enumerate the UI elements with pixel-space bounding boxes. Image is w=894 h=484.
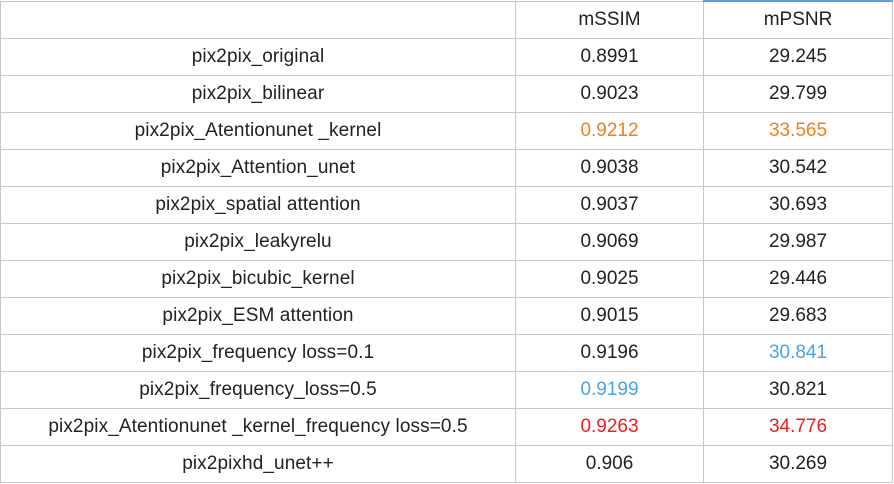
mpsnr-cell[interactable]: 29.987: [703, 223, 893, 261]
mpsnr-cell[interactable]: 30.821: [703, 371, 893, 409]
mpsnr-cell[interactable]: 30.542: [703, 149, 893, 187]
table-row: pix2pix_bicubic_kernel 0.9025 29.446: [0, 260, 893, 298]
mssim-cell[interactable]: 0.9212: [515, 112, 704, 150]
table-row: pix2pix_spatial attention 0.9037 30.693: [0, 186, 893, 224]
header-cell-mssim[interactable]: mSSIM: [515, 0, 704, 39]
table-row: pix2pix_frequency loss=0.1 0.9196 30.841: [0, 334, 893, 372]
mssim-cell[interactable]: 0.9196: [515, 334, 704, 372]
method-name-cell[interactable]: pix2pix_original: [0, 38, 516, 76]
method-name-cell[interactable]: pix2pix_leakyrelu: [0, 223, 516, 261]
method-name-cell[interactable]: pix2pix_frequency_loss=0.5: [0, 371, 516, 409]
method-name-cell[interactable]: pix2pix_ESM attention: [0, 297, 516, 335]
table-row: pix2pix_Atentionunet _kernel 0.9212 33.565: [0, 112, 893, 150]
mssim-cell[interactable]: 0.9069: [515, 223, 704, 261]
table-body: pix2pix_original 0.8991 29.245 pix2pix_bili…: [0, 38, 893, 483]
mpsnr-cell[interactable]: 29.446: [703, 260, 893, 298]
mpsnr-cell[interactable]: 34.776: [703, 408, 893, 446]
mssim-cell[interactable]: 0.9023: [515, 75, 704, 113]
table-row: pix2pix_ESM attention 0.9015 29.683: [0, 297, 893, 335]
mpsnr-cell[interactable]: 30.693: [703, 186, 893, 224]
mpsnr-cell[interactable]: 33.565: [703, 112, 893, 150]
mpsnr-cell[interactable]: 30.841: [703, 334, 893, 372]
table-row: pix2pix_original 0.8991 29.245: [0, 38, 893, 76]
mssim-cell[interactable]: 0.8991: [515, 38, 704, 76]
mssim-cell[interactable]: 0.9199: [515, 371, 704, 409]
mssim-cell[interactable]: 0.9263: [515, 408, 704, 446]
mssim-cell[interactable]: 0.906: [515, 445, 704, 483]
method-name-cell[interactable]: pix2pix_Atentionunet _kernel: [0, 112, 516, 150]
method-name-cell[interactable]: pix2pix_bicubic_kernel: [0, 260, 516, 298]
mssim-cell[interactable]: 0.9037: [515, 186, 704, 224]
method-name-cell[interactable]: pix2pixhd_unet++: [0, 445, 516, 483]
table-row: pix2pix_Atentionunet _kernel_frequency l…: [0, 408, 893, 446]
method-name-cell[interactable]: pix2pix_frequency loss=0.1: [0, 334, 516, 372]
header-cell-method[interactable]: [0, 0, 516, 39]
method-name-cell[interactable]: pix2pix_bilinear: [0, 75, 516, 113]
table-row: pix2pix_leakyrelu 0.9069 29.987: [0, 223, 893, 261]
table-row: pix2pix_bilinear 0.9023 29.799: [0, 75, 893, 113]
header-cell-mpsnr[interactable]: mPSNR: [703, 0, 893, 39]
mpsnr-cell[interactable]: 29.245: [703, 38, 893, 76]
table-row: pix2pix_Attention_unet 0.9038 30.542: [0, 149, 893, 187]
method-name-cell[interactable]: pix2pix_spatial attention: [0, 186, 516, 224]
table-row: pix2pixhd_unet++ 0.906 30.269: [0, 445, 893, 483]
mpsnr-cell[interactable]: 29.799: [703, 75, 893, 113]
mssim-cell[interactable]: 0.9015: [515, 297, 704, 335]
method-name-cell[interactable]: pix2pix_Attention_unet: [0, 149, 516, 187]
mssim-cell[interactable]: 0.9025: [515, 260, 704, 298]
mpsnr-cell[interactable]: 29.683: [703, 297, 893, 335]
mssim-cell[interactable]: 0.9038: [515, 149, 704, 187]
method-name-cell[interactable]: pix2pix_Atentionunet _kernel_frequency l…: [0, 408, 516, 446]
mpsnr-cell[interactable]: 30.269: [703, 445, 893, 483]
header-row: mSSIM mPSNR: [0, 0, 893, 39]
table-row: pix2pix_frequency_loss=0.5 0.9199 30.821: [0, 371, 893, 409]
